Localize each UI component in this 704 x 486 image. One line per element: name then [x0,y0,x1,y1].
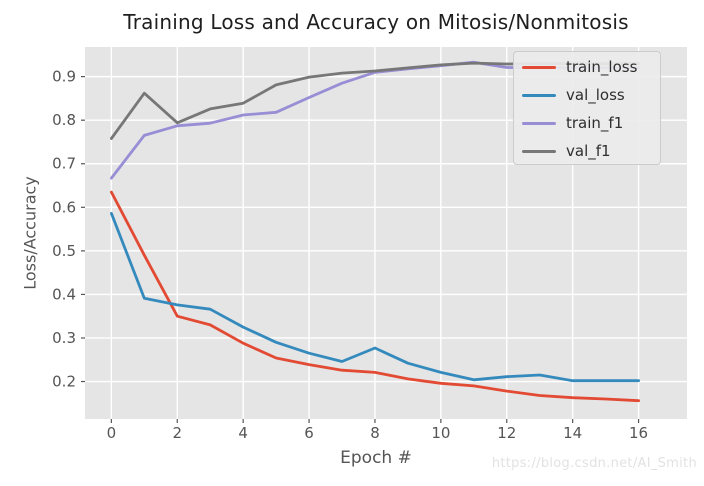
chart-title: Training Loss and Accuracy on Mitosis/No… [123,10,629,34]
legend-item-train_loss: train_loss [522,53,660,81]
legend-item-val_loss: val_loss [522,81,660,109]
y-tick-label-0.2: 0.2 [52,373,76,391]
legend-swatch-val_f1 [522,149,556,153]
legend-swatch-train_loss [522,65,556,69]
y-axis-label: Loss/Accuracy [20,176,40,290]
y-tick-label-0.8: 0.8 [52,111,76,129]
y-tick-label-0.3: 0.3 [52,329,76,347]
watermark: https://blog.csdn.net/AI_Smith [491,456,697,471]
x-tick-label-12: 12 [497,424,516,442]
x-tick-label-2: 2 [172,424,182,442]
legend: train_loss val_loss train_f1 val_f1 [513,51,661,165]
y-tick-label-0.6: 0.6 [52,198,76,216]
x-axis-label: Epoch # [340,448,412,468]
series-line-val_loss [110,211,640,383]
y-tick-label-0.7: 0.7 [52,155,76,173]
x-tick-label-4: 4 [238,424,248,442]
y-tick-label-0.5: 0.5 [52,242,76,260]
x-tick-label-6: 6 [304,424,314,442]
series-line-train_loss [110,190,640,403]
x-tick-label-0: 0 [107,424,117,442]
x-tick-label-14: 14 [563,424,582,442]
x-tick-label-10: 10 [431,424,450,442]
legend-item-val_f1: val_f1 [522,137,660,165]
x-tick-label-8: 8 [370,424,380,442]
legend-label-train_f1: train_f1 [566,113,624,132]
y-tick-label-0.4: 0.4 [52,285,76,303]
legend-item-train_f1: train_f1 [522,109,660,137]
legend-label-val_loss: val_loss [566,85,625,104]
x-tick-label-16: 16 [629,424,648,442]
legend-label-val_f1: val_f1 [566,141,611,160]
y-tick-label-0.9: 0.9 [52,68,76,86]
legend-label-train_loss: train_loss [566,57,638,76]
legend-swatch-train_f1 [522,121,556,125]
legend-swatch-val_loss [522,93,556,97]
